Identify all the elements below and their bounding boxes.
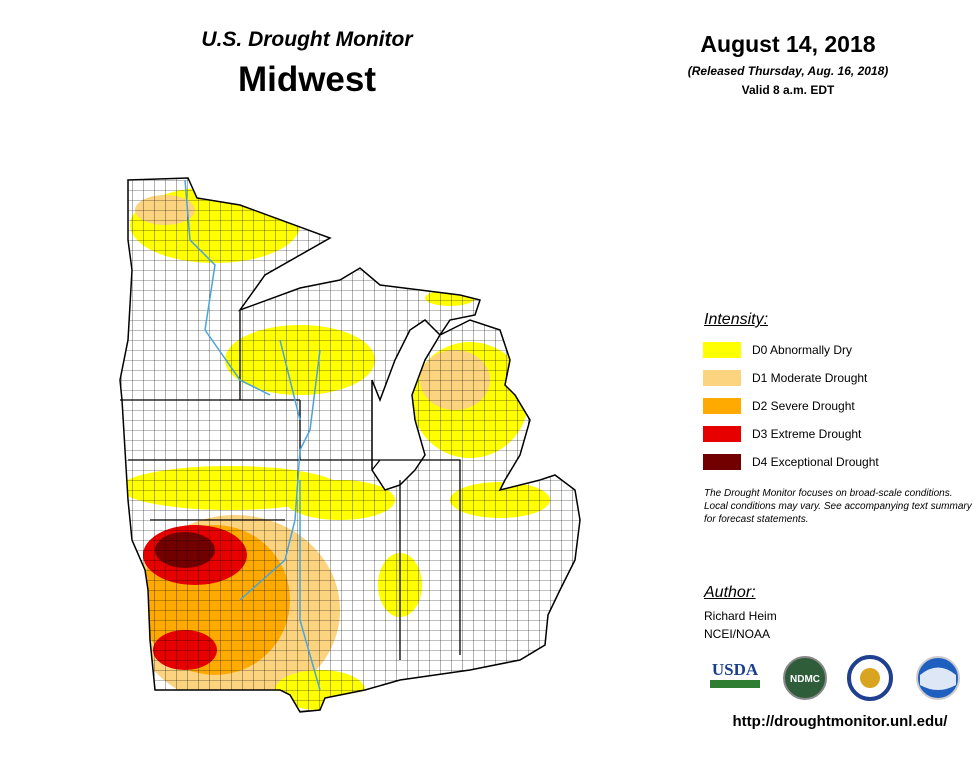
legend-label: D2 Severe Drought [752, 399, 855, 413]
author-org: NCEI/NOAA [704, 627, 771, 641]
legend-label: D1 Moderate Drought [752, 371, 868, 385]
region: Midwest [237, 60, 377, 99]
legend-label: D4 Exceptional Drought [752, 455, 879, 469]
author-title: Author: [704, 584, 756, 601]
legend-swatch [703, 426, 741, 442]
legend-swatch [703, 454, 741, 470]
valid: Valid 8 a.m. EDT [741, 83, 835, 97]
legend-swatch [703, 370, 741, 386]
author-name: Richard Heim [704, 609, 777, 623]
title: U.S. Drought Monitor [201, 28, 413, 51]
date: August 14, 2018 [700, 31, 876, 57]
released: (Released Thursday, Aug. 16, 2018) [687, 64, 889, 78]
url: http://droughtmonitor.unl.edu/ [732, 713, 948, 730]
legend-label: D3 Extreme Drought [752, 427, 862, 441]
legend-label: D0 Abnormally Dry [752, 343, 853, 357]
agency-seals: NDMC [783, 655, 960, 701]
legend-title: Intensity: [704, 311, 769, 328]
map [119, 177, 581, 713]
legend-swatch [703, 398, 741, 414]
usda-logo: USDA [710, 660, 760, 688]
drought-areas [120, 178, 580, 712]
note: The Drought Monitor focuses on broad-sca… [704, 488, 972, 525]
legend-swatch [703, 342, 741, 358]
state-borders [120, 310, 461, 660]
rivers [184, 179, 321, 691]
ndmc-logo: NDMC [790, 674, 820, 685]
